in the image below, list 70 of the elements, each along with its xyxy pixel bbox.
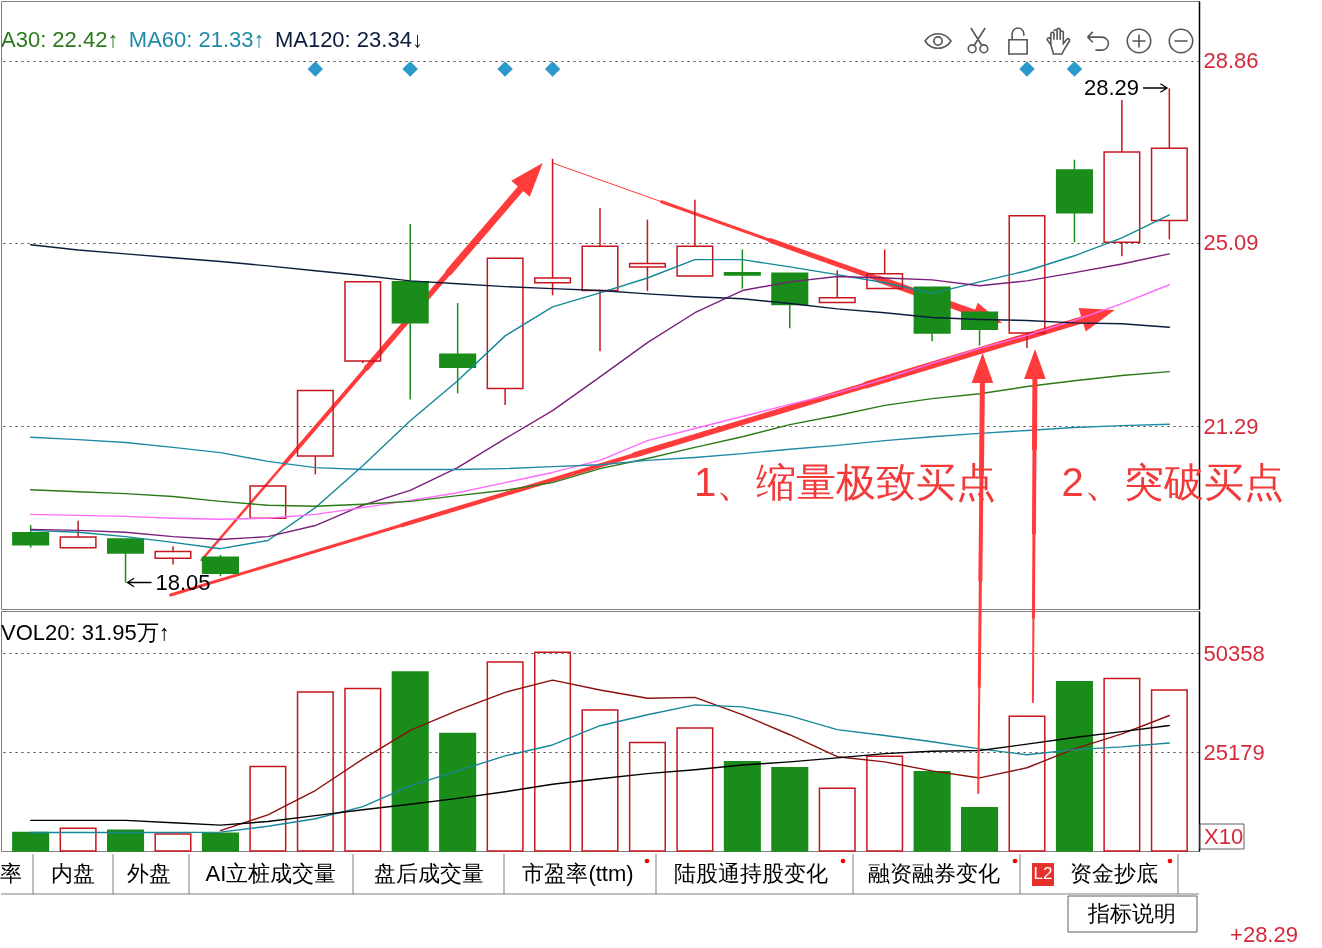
- bar: [1150, 689, 1188, 852]
- bar: [628, 741, 666, 852]
- candlestick: [771, 272, 809, 329]
- text: VOL20: 31.95万↑: [1, 620, 170, 645]
- y-tick-label: 21.29: [1203, 413, 1259, 439]
- text: +28.29: [1230, 922, 1298, 947]
- bar: [249, 765, 287, 852]
- candlestick: [486, 257, 524, 406]
- bar: [771, 766, 809, 852]
- bar: [107, 829, 145, 852]
- bar: [1008, 715, 1046, 852]
- annotation: 28.29: [1083, 75, 1139, 100]
- candlestick: [107, 538, 145, 584]
- line-series: [29, 724, 1171, 826]
- bar: [534, 651, 572, 852]
- bar: [866, 755, 904, 852]
- y-tick-label: 50358: [1203, 640, 1265, 666]
- y-tick-label: 25179: [1203, 739, 1265, 765]
- candlestick: [59, 519, 97, 549]
- annotation: 18.05: [155, 569, 211, 595]
- bar: [1055, 680, 1093, 852]
- line-series: [29, 243, 1171, 328]
- text: 陆股通持股变化: [674, 861, 828, 886]
- bar: [154, 833, 192, 852]
- candlestick: [866, 248, 904, 290]
- candlestick: [1008, 214, 1046, 349]
- y-tick-label: 25.09: [1203, 230, 1259, 256]
- line-series: [219, 679, 1171, 832]
- candlestick: [676, 199, 714, 277]
- bar: [391, 671, 429, 852]
- text: 外盘: [127, 861, 171, 886]
- candlestick: [439, 302, 477, 395]
- bar: [201, 832, 239, 852]
- candlestick: [391, 223, 429, 401]
- candlestick: [154, 545, 192, 566]
- text: 盘后成交量: [374, 861, 484, 886]
- candlestick: [818, 269, 856, 304]
- y-tick-label: 28.86: [1203, 48, 1259, 74]
- text: 市盈率(ttm): [522, 861, 634, 886]
- text: 指标说明: [1087, 901, 1176, 926]
- text: 内盘: [51, 861, 95, 886]
- text: 资金抄底: [1070, 861, 1158, 886]
- bar: [439, 732, 477, 852]
- candlestick: [1150, 87, 1188, 241]
- candlestick: [628, 218, 666, 292]
- candlestick: [913, 286, 951, 342]
- bar: [344, 687, 382, 852]
- text: 率: [0, 861, 22, 886]
- bar: [59, 827, 97, 852]
- bar: [723, 761, 761, 852]
- text: MA60: 21.33↑: [128, 27, 265, 52]
- bar: [12, 831, 50, 852]
- bar: [581, 709, 619, 852]
- bar: [961, 807, 999, 852]
- candlestick: [344, 281, 382, 364]
- bar: [296, 691, 334, 852]
- text: 融资融券变化: [868, 861, 1000, 886]
- text: AI立桩成交量: [205, 861, 337, 886]
- candlestick: [1103, 99, 1141, 258]
- bar: [1103, 677, 1141, 852]
- candlestick: [581, 207, 619, 353]
- bar: [818, 787, 856, 852]
- bar: [486, 661, 524, 852]
- text: X10: [1204, 824, 1244, 849]
- text: A30: 22.42↑: [1, 27, 119, 52]
- candlestick: [296, 389, 334, 476]
- bar: [676, 727, 714, 852]
- text: MA120: 23.34↓: [274, 27, 423, 52]
- bar: [913, 770, 951, 852]
- line-series: [29, 704, 1171, 834]
